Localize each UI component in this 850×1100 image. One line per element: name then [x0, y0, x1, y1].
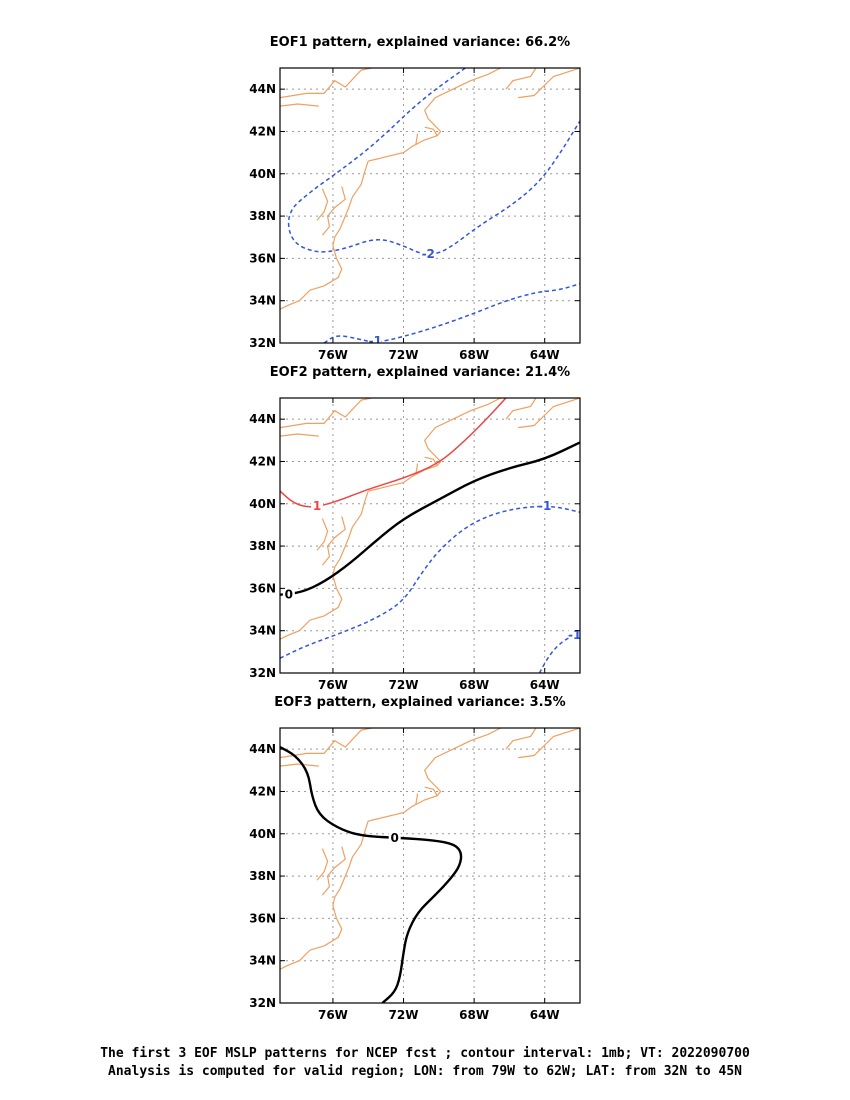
contour-label-bg	[388, 831, 401, 845]
contour-label: -2	[422, 247, 435, 261]
coastline	[280, 490, 369, 640]
y-tick-label: 32N	[249, 336, 276, 350]
contour-label: -1	[369, 334, 382, 348]
y-tick-label: 44N	[249, 742, 276, 756]
y-tick-label: 40N	[249, 167, 276, 181]
contour-label-bg	[422, 247, 435, 262]
x-tick-label: 64W	[530, 1008, 560, 1022]
coastline	[368, 398, 501, 492]
coastline	[518, 398, 580, 429]
y-tick-label: 42N	[249, 454, 276, 468]
coastline	[518, 68, 580, 99]
y-tick-label: 42N	[249, 784, 276, 798]
contour-line	[280, 745, 463, 1003]
coastline	[321, 186, 346, 236]
coastline	[280, 398, 372, 429]
coastline	[280, 728, 372, 759]
contour-line	[287, 68, 580, 255]
x-tick-label: 68W	[459, 348, 489, 362]
plot-frame	[279, 727, 581, 1004]
y-tick-label: 40N	[249, 827, 276, 841]
x-tick-label: 76W	[318, 678, 348, 692]
coastline	[415, 793, 419, 805]
contour-line	[280, 441, 580, 596]
y-tick-label: 36N	[249, 911, 276, 925]
coastline	[415, 133, 419, 145]
y-tick-label: 38N	[249, 209, 276, 223]
eof1-panel: EOF1 pattern, explained variance: 66.2% -…	[249, 35, 581, 362]
eof2-panel: EOF2 pattern, explained variance: 21.4% 1…	[249, 365, 581, 692]
x-tick-label: 64W	[530, 348, 560, 362]
contour-label-bg	[568, 627, 580, 642]
eof1-title: EOF1 pattern, explained variance: 66.2%	[270, 35, 570, 50]
coastline	[368, 728, 501, 822]
x-tick-label: 72W	[389, 1008, 419, 1022]
y-tick-label: 32N	[249, 666, 276, 680]
y-tick-label: 44N	[249, 412, 276, 426]
x-tick-label: 76W	[318, 1008, 348, 1022]
contour-label: -1	[538, 499, 551, 513]
coastline	[280, 820, 369, 970]
coastline	[280, 433, 319, 437]
contour-label: -1	[568, 628, 581, 642]
x-tick-label: 72W	[389, 678, 419, 692]
contour-line	[280, 505, 580, 659]
y-tick-label: 36N	[249, 251, 276, 265]
y-tick-label: 40N	[249, 497, 276, 511]
x-tick-label: 64W	[530, 678, 560, 692]
coastline	[316, 188, 329, 221]
contour-line	[538, 634, 576, 673]
eof2-title: EOF2 pattern, explained variance: 21.4%	[270, 365, 570, 380]
coastline	[280, 68, 372, 99]
coastline	[505, 728, 537, 750]
contour-label: 1	[313, 499, 321, 513]
contour-label-bg	[311, 498, 324, 513]
y-tick-label: 36N	[249, 581, 276, 595]
coastline	[280, 103, 319, 107]
x-tick-label: 68W	[459, 678, 489, 692]
coastline	[316, 848, 329, 881]
contour-line	[280, 398, 507, 508]
coastline	[280, 763, 319, 767]
coastline	[424, 126, 438, 136]
contour-label: 0	[391, 831, 399, 845]
y-tick-label: 38N	[249, 869, 276, 883]
y-tick-label: 44N	[249, 82, 276, 96]
y-tick-label: 32N	[249, 996, 276, 1010]
y-tick-label: 42N	[249, 124, 276, 138]
plot-frame	[279, 67, 581, 344]
eof3-title: EOF3 pattern, explained variance: 3.5%	[274, 695, 565, 710]
coastline	[321, 846, 346, 896]
x-tick-label: 68W	[459, 1008, 489, 1022]
caption-line-1: The first 3 EOF MSLP patterns for NCEP f…	[100, 1046, 750, 1061]
y-tick-label: 34N	[249, 954, 276, 968]
plot-frame	[279, 397, 581, 674]
contour-label-bg	[282, 587, 295, 602]
coastline	[321, 516, 346, 566]
eof3-panel: EOF3 pattern, explained variance: 3.5% 0 7…	[249, 695, 581, 1022]
coastline	[518, 728, 580, 759]
coastline	[424, 786, 438, 796]
contour-line	[323, 283, 580, 343]
coastline	[280, 160, 369, 310]
coastline	[368, 68, 501, 162]
x-tick-label: 72W	[389, 348, 419, 362]
x-tick-label: 76W	[318, 348, 348, 362]
y-tick-label: 38N	[249, 539, 276, 553]
coastline	[316, 518, 329, 551]
caption-line-2: Analysis is computed for valid region; L…	[108, 1064, 742, 1079]
contour-label-bg	[538, 498, 551, 513]
y-tick-label: 34N	[249, 624, 276, 638]
contour-label-bg	[369, 333, 382, 343]
contour-label: 0	[285, 588, 293, 602]
y-tick-label: 34N	[249, 294, 276, 308]
coastline	[505, 68, 537, 90]
coastline	[505, 398, 537, 420]
